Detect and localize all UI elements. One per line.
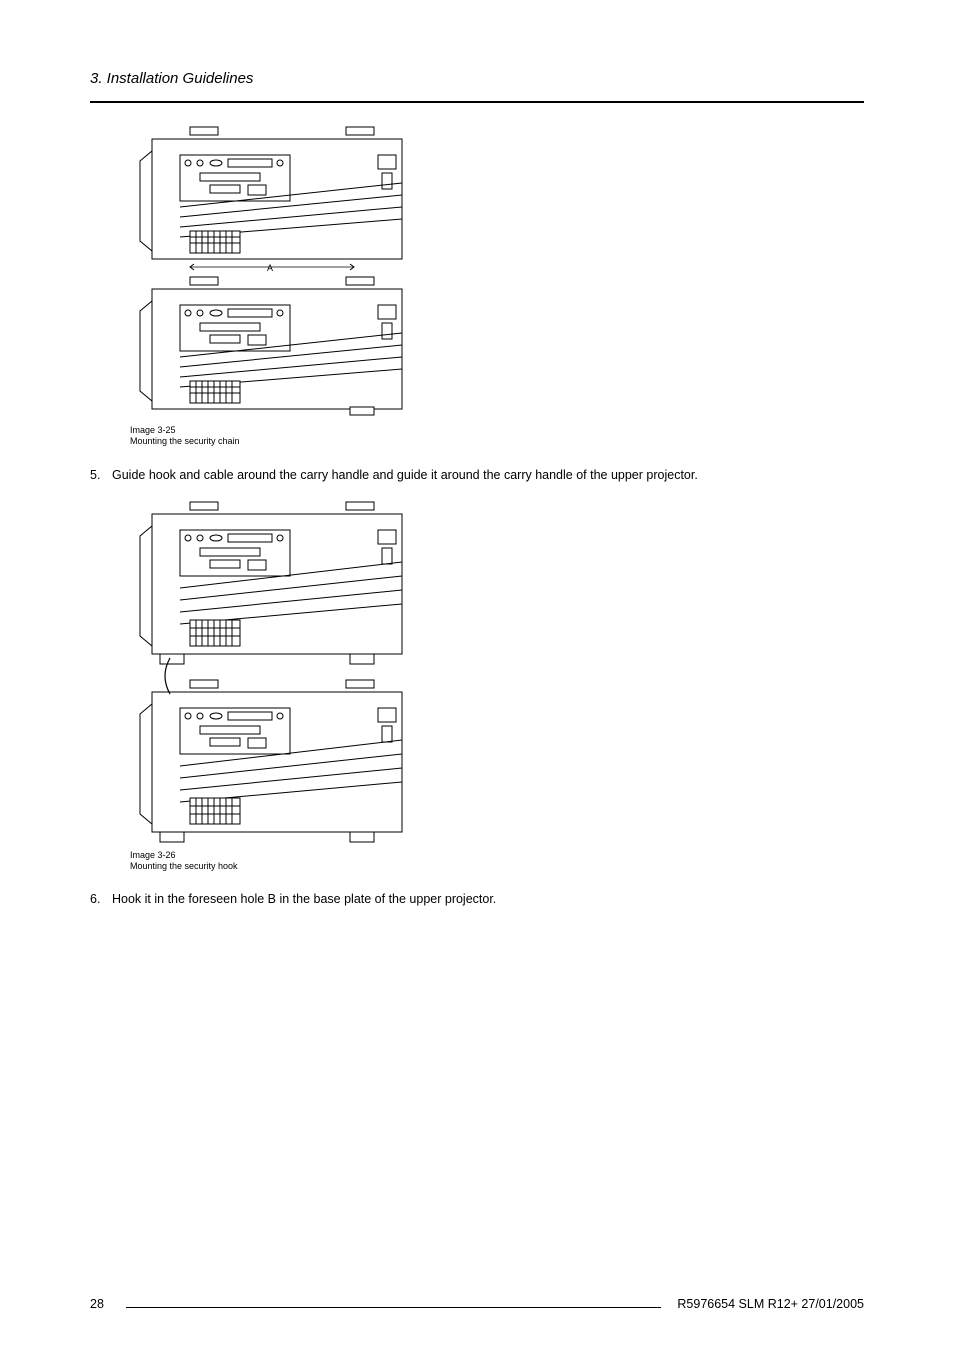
figure-annotation-letter: A: [267, 263, 273, 273]
step-6-number: 6.: [90, 892, 104, 906]
step-5: 5. Guide hook and cable around the carry…: [90, 468, 864, 482]
figure1-caption: Mounting the security chain: [130, 436, 240, 446]
page-footer: 28 R5976654 SLM R12+ 27/01/2005: [90, 1297, 864, 1311]
header-rule: [90, 101, 864, 103]
figure2-label: Image 3-26: [130, 850, 176, 860]
step-5-text: Guide hook and cable around the carry ha…: [112, 468, 698, 482]
projector-stack-diagram-2: [130, 496, 410, 846]
figure-3-25: A: [130, 121, 864, 448]
figure-3-26: Image 3-26 Mounting the security hook: [130, 496, 864, 873]
projector-stack-diagram-1: A: [130, 121, 410, 421]
step-6: 6. Hook it in the foreseen hole B in the…: [90, 892, 864, 906]
section-title: 3. Installation Guidelines: [90, 70, 864, 87]
figure1-label: Image 3-25: [130, 425, 176, 435]
page-number: 28: [90, 1297, 116, 1311]
step-6-text: Hook it in the foreseen hole B in the ba…: [112, 892, 496, 906]
figure2-caption: Mounting the security hook: [130, 861, 238, 871]
footer-rule: [126, 1307, 661, 1308]
step-5-number: 5.: [90, 468, 104, 482]
doc-reference: R5976654 SLM R12+ 27/01/2005: [671, 1297, 864, 1311]
